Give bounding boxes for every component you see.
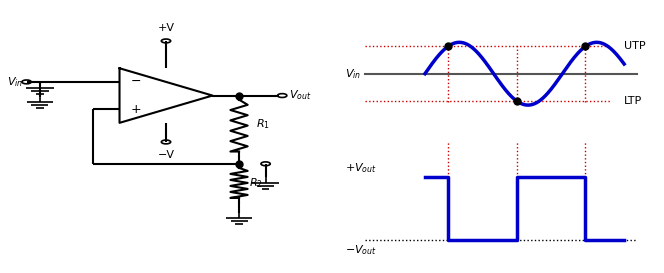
Text: $R_1$: $R_1$: [256, 117, 270, 131]
Text: −: −: [131, 75, 141, 88]
Text: $V_{in}$: $V_{in}$: [345, 67, 361, 81]
Text: −V: −V: [157, 150, 175, 160]
Text: UTP: UTP: [624, 41, 646, 51]
Text: $V_{out}$: $V_{out}$: [289, 89, 311, 102]
Text: $R_2$: $R_2$: [249, 176, 263, 190]
Text: +: +: [131, 103, 141, 116]
Text: LTP: LTP: [624, 96, 642, 106]
Text: $+V_{out}$: $+V_{out}$: [345, 161, 377, 175]
Text: $V_{in}$: $V_{in}$: [7, 75, 23, 89]
Text: +V: +V: [157, 23, 175, 33]
Text: $-V_{out}$: $-V_{out}$: [345, 243, 377, 257]
